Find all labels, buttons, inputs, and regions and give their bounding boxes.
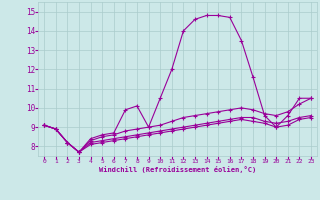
X-axis label: Windchill (Refroidissement éolien,°C): Windchill (Refroidissement éolien,°C) [99, 166, 256, 173]
